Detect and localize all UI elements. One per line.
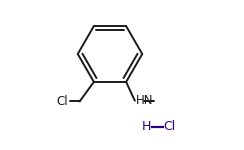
Text: Cl: Cl bbox=[163, 120, 175, 133]
Text: Cl: Cl bbox=[56, 95, 68, 108]
Text: H: H bbox=[142, 120, 151, 133]
Text: HN: HN bbox=[136, 94, 153, 107]
